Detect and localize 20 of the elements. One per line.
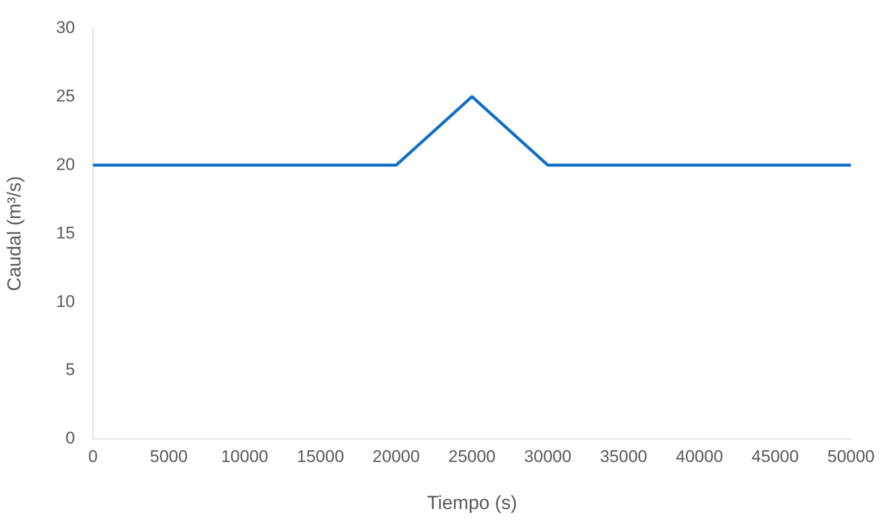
- y-tick-label: 15: [56, 223, 75, 242]
- x-tick-label: 45000: [752, 446, 799, 466]
- y-tick-label: 20: [56, 154, 75, 174]
- x-tick-label: 20000: [372, 446, 420, 466]
- y-tick-label: 0: [66, 428, 75, 448]
- x-tick-label: 25000: [448, 446, 496, 466]
- x-tick-label: 5000: [150, 446, 188, 466]
- y-axis-title: Caudal (m³/s): [4, 176, 26, 292]
- x-tick-label: 30000: [524, 446, 572, 466]
- x-axis-title: Tiempo (s): [426, 492, 518, 514]
- y-tick-label: 5: [66, 360, 75, 380]
- x-tick-label: 10000: [220, 446, 268, 466]
- y-tick-label: 25: [56, 86, 75, 106]
- x-tick-label: 35000: [600, 446, 648, 466]
- x-tick-label: 0: [88, 446, 98, 466]
- x-tick-label: 15000: [296, 446, 344, 466]
- y-tick-label: 30: [56, 18, 75, 37]
- y-tick-label: 10: [56, 292, 75, 311]
- x-tick-label: 40000: [676, 446, 724, 466]
- x-tick-label: 50000: [827, 446, 875, 466]
